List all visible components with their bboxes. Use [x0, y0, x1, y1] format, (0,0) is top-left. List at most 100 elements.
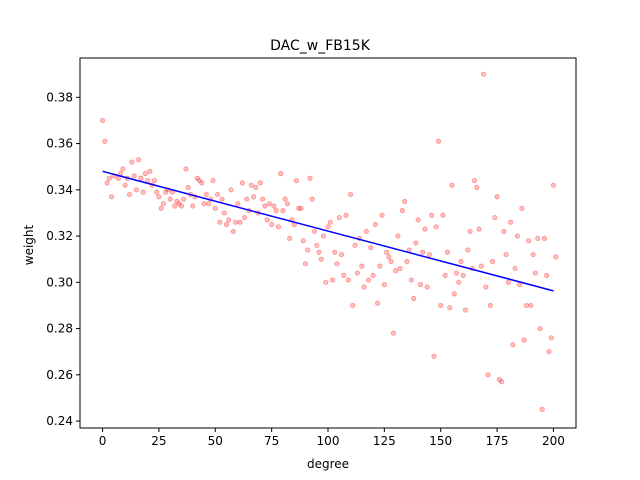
scatter-point — [384, 250, 388, 254]
scatter-point — [515, 234, 519, 238]
scatter-point — [134, 188, 138, 192]
scatter-point — [542, 236, 546, 240]
y-tick-label: 0.24 — [46, 414, 73, 428]
scatter-point — [477, 227, 481, 231]
scatter-point — [260, 197, 264, 201]
scatter-point — [366, 278, 370, 282]
scatter-point — [342, 273, 346, 277]
scatter-point — [427, 252, 431, 256]
scatter-point — [303, 262, 307, 266]
scatter-point — [182, 197, 186, 201]
scatter-point — [520, 206, 524, 210]
scatter-point — [222, 211, 226, 215]
scatter-point — [538, 326, 542, 330]
scatter-point — [103, 139, 107, 143]
scatter-point — [436, 139, 440, 143]
scatter-point — [499, 380, 503, 384]
scatter-point — [416, 218, 420, 222]
scatter-point — [526, 238, 530, 242]
scatter-point — [430, 213, 434, 217]
scatter-point — [326, 225, 330, 229]
scatter-point — [344, 213, 348, 217]
scatter-point — [418, 282, 422, 286]
scatter-point — [211, 178, 215, 182]
scatter-point — [306, 248, 310, 252]
scatter-point — [152, 178, 156, 182]
scatter-point — [513, 266, 517, 270]
scatter-point — [551, 183, 555, 187]
scatter-point — [396, 234, 400, 238]
scatter-point — [213, 206, 217, 210]
scatter-point — [168, 197, 172, 201]
scatter-point — [249, 183, 253, 187]
scatter-point — [454, 271, 458, 275]
scatter-point — [351, 303, 355, 307]
scatter-point — [414, 241, 418, 245]
scatter-point — [278, 171, 282, 175]
scatter-point — [472, 178, 476, 182]
scatter-point — [346, 278, 350, 282]
scatter-point — [299, 206, 303, 210]
scatter-point — [369, 245, 373, 249]
scatter-point — [127, 192, 131, 196]
scatter-point — [434, 225, 438, 229]
scatter-point — [301, 238, 305, 242]
scatter-point — [274, 208, 278, 212]
scatter-point — [373, 222, 377, 226]
scatter-point — [524, 303, 528, 307]
scatter-point — [493, 215, 497, 219]
scatter-point — [105, 181, 109, 185]
chart-title: DAC_w_FB15K — [270, 38, 371, 54]
scatter-point — [423, 227, 427, 231]
scatter-point — [484, 285, 488, 289]
scatter-point — [362, 285, 366, 289]
scatter-point — [380, 213, 384, 217]
scatter-point — [481, 72, 485, 76]
scatter-point — [409, 278, 413, 282]
scatter-point — [172, 204, 176, 208]
scatter-point — [312, 229, 316, 233]
x-tick-label: 200 — [542, 434, 565, 448]
scatter-point — [348, 192, 352, 196]
scatter-point — [285, 201, 289, 205]
scatter-point — [238, 220, 242, 224]
scatter-point — [233, 220, 237, 224]
scatter-point — [267, 201, 271, 205]
scatter-point — [549, 336, 553, 340]
scatter-point — [457, 280, 461, 284]
scatter-point — [508, 220, 512, 224]
y-tick-label: 0.28 — [46, 322, 73, 336]
scatter-point — [283, 197, 287, 201]
scatter-point — [439, 303, 443, 307]
scatter-point — [425, 285, 429, 289]
scatter-point — [245, 197, 249, 201]
scatter-point — [522, 338, 526, 342]
x-tick-label: 75 — [264, 434, 279, 448]
scatter-point — [324, 280, 328, 284]
y-axis-label: weight — [22, 224, 36, 265]
scatter-point — [459, 259, 463, 263]
scatter-point — [411, 296, 415, 300]
scatter-point — [254, 185, 258, 189]
scatter-point — [109, 195, 113, 199]
scatter-point — [121, 167, 125, 171]
scatter-point — [531, 252, 535, 256]
scatter-point — [202, 201, 206, 205]
scatter-point — [272, 204, 276, 208]
scatter-point — [317, 250, 321, 254]
scatter-point — [116, 176, 120, 180]
scatter-point — [486, 373, 490, 377]
scatter-point — [389, 259, 393, 263]
scatter-point — [391, 331, 395, 335]
y-tick-label: 0.26 — [46, 368, 73, 382]
scatter-point — [186, 185, 190, 189]
scatter-point — [319, 257, 323, 261]
x-tick-label: 0 — [99, 434, 107, 448]
scatter-point — [511, 343, 515, 347]
scatter-point — [398, 266, 402, 270]
scatter-point — [488, 303, 492, 307]
scatter-point — [466, 248, 470, 252]
scatter-point — [218, 220, 222, 224]
scatter-point — [236, 201, 240, 205]
scatter-point — [132, 174, 136, 178]
